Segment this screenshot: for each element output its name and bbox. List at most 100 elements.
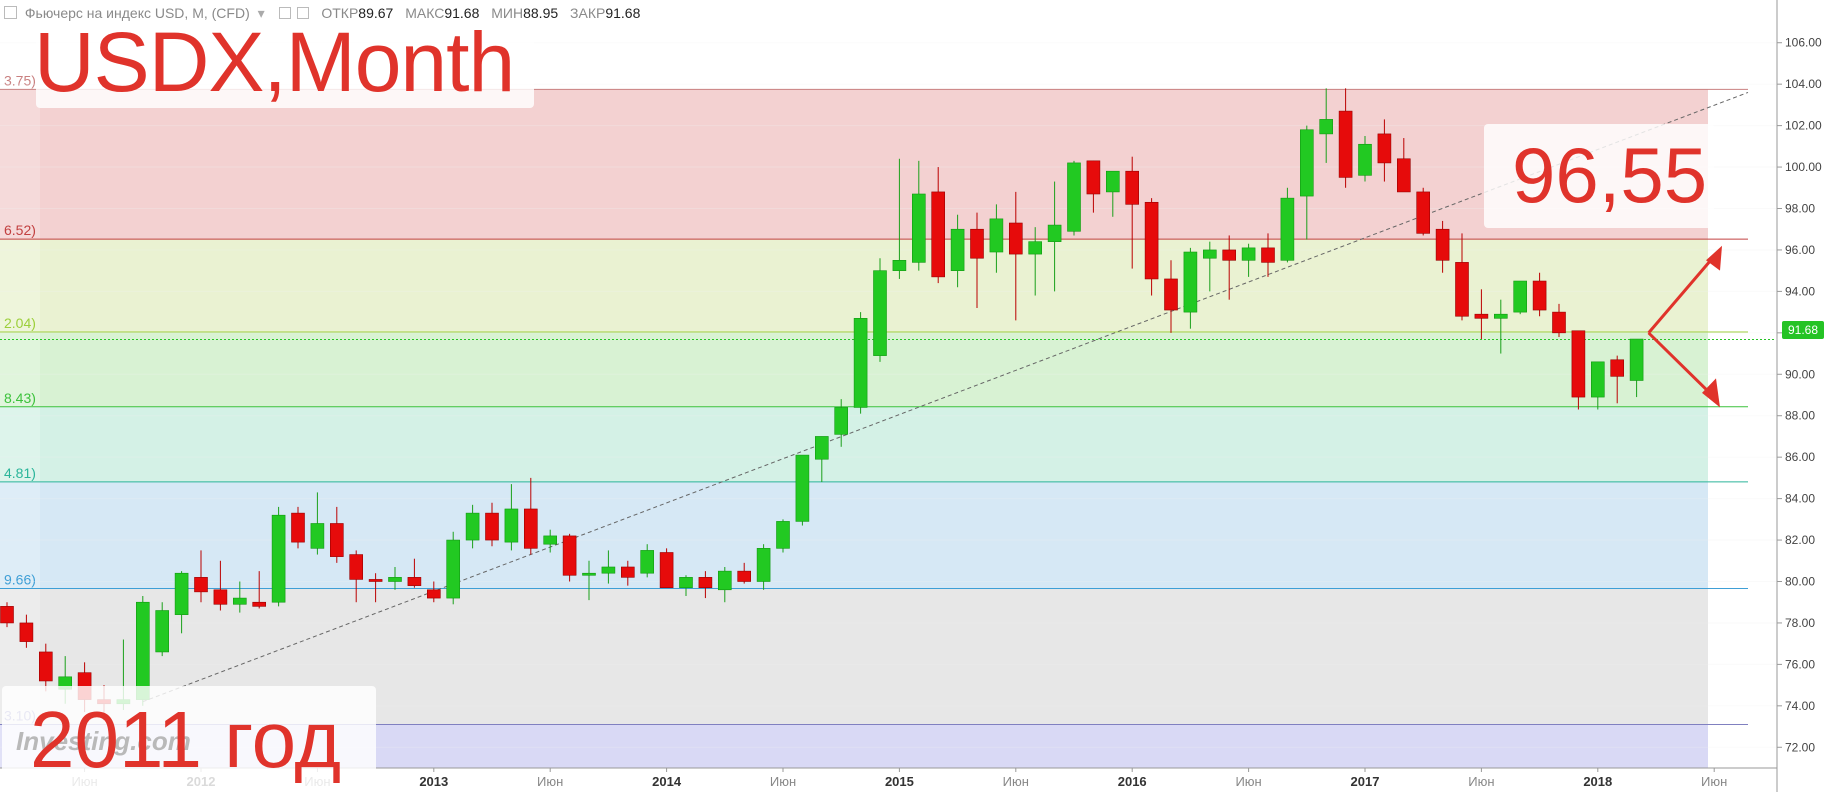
candle-body[interactable] <box>620 566 635 578</box>
candle-body[interactable] <box>1280 197 1295 261</box>
target-value: 96,55 <box>1512 131 1708 219</box>
candle-body[interactable] <box>523 508 538 549</box>
candle-body[interactable] <box>1416 191 1430 234</box>
candle-body[interactable] <box>1532 280 1547 311</box>
candle-body[interactable] <box>1241 247 1256 261</box>
candle-body[interactable] <box>1319 119 1333 135</box>
candle-body[interactable] <box>640 550 655 574</box>
candle-body[interactable] <box>601 566 616 574</box>
candle-body[interactable] <box>349 554 364 580</box>
candle-body[interactable] <box>174 572 189 615</box>
candle-body[interactable] <box>1067 162 1081 232</box>
candle-body[interactable] <box>1222 249 1236 261</box>
candle-body[interactable] <box>1144 201 1159 280</box>
candle-body[interactable] <box>504 508 519 543</box>
candle-body[interactable] <box>329 523 344 557</box>
candle-body[interactable] <box>1164 278 1178 311</box>
candle-body[interactable] <box>271 514 286 603</box>
candle-body[interactable] <box>756 548 771 582</box>
time-tick-label: Июн <box>1701 774 1727 789</box>
candle-body[interactable] <box>911 193 926 263</box>
candle-body[interactable] <box>426 589 441 599</box>
candle-body[interactable] <box>38 651 53 682</box>
candle-body[interactable] <box>1261 247 1275 263</box>
candle-body[interactable] <box>194 577 208 593</box>
candle-body[interactable] <box>853 318 868 408</box>
candle-body[interactable] <box>310 523 325 549</box>
candle-body[interactable] <box>1591 361 1605 398</box>
candle-body[interactable] <box>795 454 810 522</box>
settings-icon[interactable] <box>278 7 291 19</box>
arrow-up-shaft <box>1647 253 1718 334</box>
candle-body[interactable] <box>1610 359 1624 377</box>
candle-body[interactable] <box>970 228 984 259</box>
candle-body[interactable] <box>873 270 887 356</box>
candle-body[interactable] <box>562 535 577 576</box>
candle-body[interactable] <box>388 577 402 582</box>
candle-body[interactable] <box>407 577 422 586</box>
candle-body[interactable] <box>155 610 169 653</box>
candle-body[interactable] <box>1338 110 1353 178</box>
candle-body[interactable] <box>1008 222 1023 255</box>
candle-body[interactable] <box>679 577 693 589</box>
fib-band <box>40 89 1708 240</box>
candle-body[interactable] <box>1183 251 1198 313</box>
time-tick-label: Июн <box>1468 774 1494 789</box>
candle-body[interactable] <box>1571 330 1586 398</box>
candle-body[interactable] <box>1474 313 1489 319</box>
candle-body[interactable] <box>1358 143 1372 176</box>
candle-body[interactable] <box>252 601 266 607</box>
candle-body[interactable] <box>1455 262 1469 317</box>
candle-body[interactable] <box>291 512 305 543</box>
price-tick-label: 104.00 <box>1785 77 1822 91</box>
candle-body[interactable] <box>717 570 732 591</box>
arrow-down-head <box>1702 378 1720 408</box>
time-tick-label: Июн <box>537 774 563 789</box>
candle-body[interactable] <box>136 601 150 700</box>
candle-body[interactable] <box>814 436 829 460</box>
candle-body[interactable] <box>233 597 247 605</box>
fib-band <box>40 406 1708 482</box>
candle-body[interactable] <box>1397 158 1411 193</box>
dropdown-icon[interactable]: ▾ <box>257 5 265 21</box>
collapse-icon[interactable] <box>4 6 17 19</box>
candle-body[interactable] <box>1494 313 1508 319</box>
candle-body[interactable] <box>465 512 480 541</box>
candle-body[interactable] <box>0 606 14 624</box>
candle-body[interactable] <box>950 228 965 271</box>
candle-body[interactable] <box>1125 170 1139 205</box>
price-tick-label: 96.00 <box>1785 243 1815 257</box>
candle-body[interactable] <box>989 218 1004 253</box>
candle-body[interactable] <box>1300 129 1314 197</box>
candle-body[interactable] <box>485 512 499 541</box>
candle-body[interactable] <box>19 622 34 642</box>
fib-level-label: 6.52) <box>4 222 36 238</box>
candle-body[interactable] <box>1552 311 1566 334</box>
candle-body[interactable] <box>892 260 907 271</box>
candle-body[interactable] <box>1047 224 1062 242</box>
candle-body[interactable] <box>1028 241 1042 255</box>
candle-body[interactable] <box>446 539 461 599</box>
candle-body[interactable] <box>1086 160 1101 195</box>
candle-body[interactable] <box>1106 170 1120 193</box>
candle-body[interactable] <box>582 572 596 576</box>
candle-body[interactable] <box>834 407 849 435</box>
candle-body[interactable] <box>931 191 946 278</box>
candle-body[interactable] <box>1377 133 1392 164</box>
candle-body[interactable] <box>737 570 752 582</box>
candle-body[interactable] <box>659 552 674 589</box>
candle-body[interactable] <box>776 521 790 549</box>
arrow-down-shaft <box>1647 331 1716 399</box>
close-icon[interactable] <box>297 7 310 19</box>
candle-body[interactable] <box>1513 280 1527 313</box>
candle-body[interactable] <box>698 577 713 589</box>
candle-body[interactable] <box>1629 338 1644 381</box>
candle-body[interactable] <box>213 589 228 605</box>
fib-level-label: 8.43) <box>4 390 36 406</box>
candle-body[interactable] <box>1435 228 1450 261</box>
open-label: ОТКР <box>321 5 359 21</box>
candle-body[interactable] <box>368 579 383 582</box>
candle-body[interactable] <box>543 535 558 545</box>
candle-body[interactable] <box>1203 249 1217 259</box>
